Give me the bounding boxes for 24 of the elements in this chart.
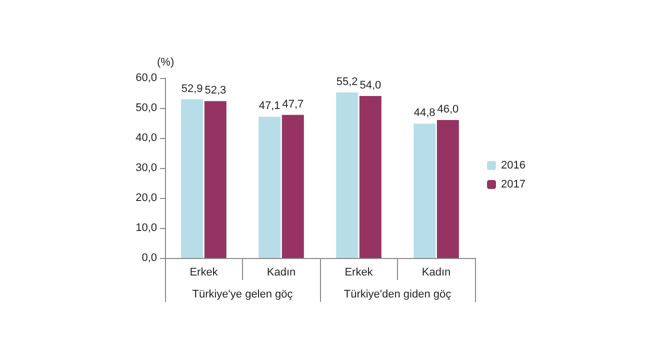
text: Türkiye'den giden göç (344, 288, 452, 300)
data-label: 52,9 (181, 82, 203, 95)
x-tick-label: Erkek (344, 266, 374, 278)
data-label: 46,0 (437, 104, 459, 116)
y-tick-label: 40,0 (136, 132, 157, 144)
y-tick-label: 30,0 (136, 162, 157, 174)
text: Türkiye'ye gelen göç (192, 288, 294, 300)
x-tick-label: Kadın (422, 266, 451, 278)
data-label: 47,7 (282, 98, 304, 110)
data-label: 52,3 (204, 84, 226, 97)
y-axis-title: (%) (157, 56, 174, 68)
data-label: 55,2 (336, 76, 358, 88)
x-tick-label: Kadın (266, 266, 296, 278)
y-tick-label: 0,0 (142, 252, 157, 264)
legend-label: 2017 (501, 178, 526, 190)
data-label: 54,0 (360, 80, 382, 92)
y-tick-label: 20,0 (136, 192, 157, 204)
y-tick-label: 60,0 (136, 72, 157, 84)
legend-label: 2016 (501, 160, 526, 172)
data-label: 47,1 (258, 100, 280, 112)
y-tick-label: 10,0 (136, 222, 157, 234)
x-tick-label: Erkek (190, 266, 218, 278)
y-tick-label: 50,0 (136, 102, 157, 114)
data-label: 44,8 (414, 107, 436, 120)
